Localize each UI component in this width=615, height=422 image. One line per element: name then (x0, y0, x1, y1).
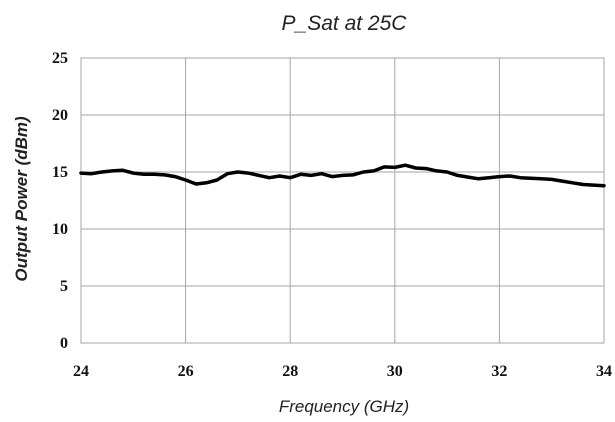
y-axis: 0 5 10 15 20 25 (52, 50, 68, 352)
x-tick-label: 24 (73, 363, 89, 380)
gridlines (80, 57, 605, 344)
chart-title: P_Sat at 25C (282, 12, 408, 35)
series-line (79, 163, 606, 188)
plot-area (80, 57, 605, 344)
y-tick-label: 10 (52, 221, 68, 238)
y-tick-label: 0 (60, 335, 68, 352)
y-tick-label: 5 (60, 278, 68, 295)
x-tick-label: 34 (596, 363, 612, 380)
x-tick-label: 32 (491, 363, 507, 380)
y-tick-label: 25 (52, 50, 68, 67)
x-tick-label: 26 (178, 363, 194, 380)
y-tick-label: 20 (52, 107, 68, 124)
x-tick-label: 28 (282, 363, 298, 380)
series-layer (79, 163, 606, 188)
x-axis-label: Frequency (GHz) (279, 397, 409, 416)
x-tick-label: 30 (387, 363, 403, 380)
x-axis: 24 26 28 30 32 34 (73, 363, 612, 380)
y-tick-label: 15 (52, 164, 68, 181)
y-axis-label: Output Power (dBm) (12, 116, 31, 282)
